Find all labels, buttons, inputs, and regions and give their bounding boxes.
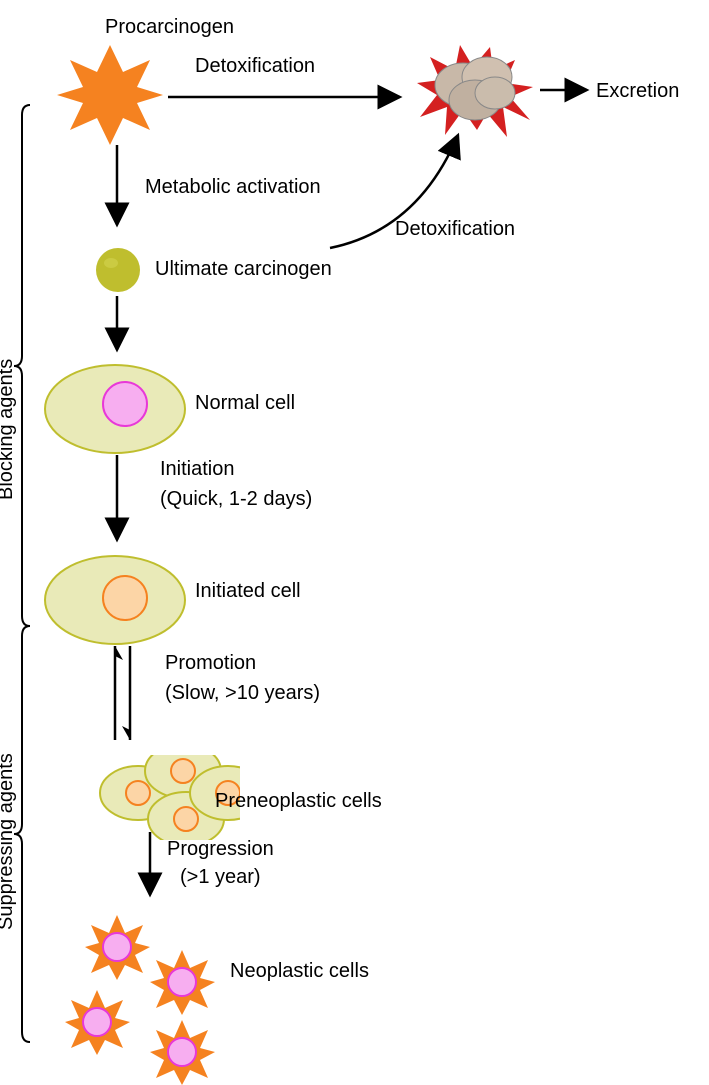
suppressing-agents-label: Suppressing agents [0,753,18,930]
promotion-sublabel: (Slow, >10 years) [165,682,320,705]
progression-sublabel: (>1 year) [180,866,261,889]
initiation-sublabel: (Quick, 1-2 days) [160,488,312,511]
progression-label: Progression [167,838,274,861]
arrows-layer [0,0,709,1067]
metabolic-activation-label: Metabolic activation [145,176,321,199]
promotion-label: Promotion [165,652,256,675]
blocking-agents-label: Blocking agents [0,359,18,500]
detox-label-1: Detoxification [195,55,315,78]
detox-label-2: Detoxification [395,218,515,241]
initiation-label: Initiation [160,458,235,481]
